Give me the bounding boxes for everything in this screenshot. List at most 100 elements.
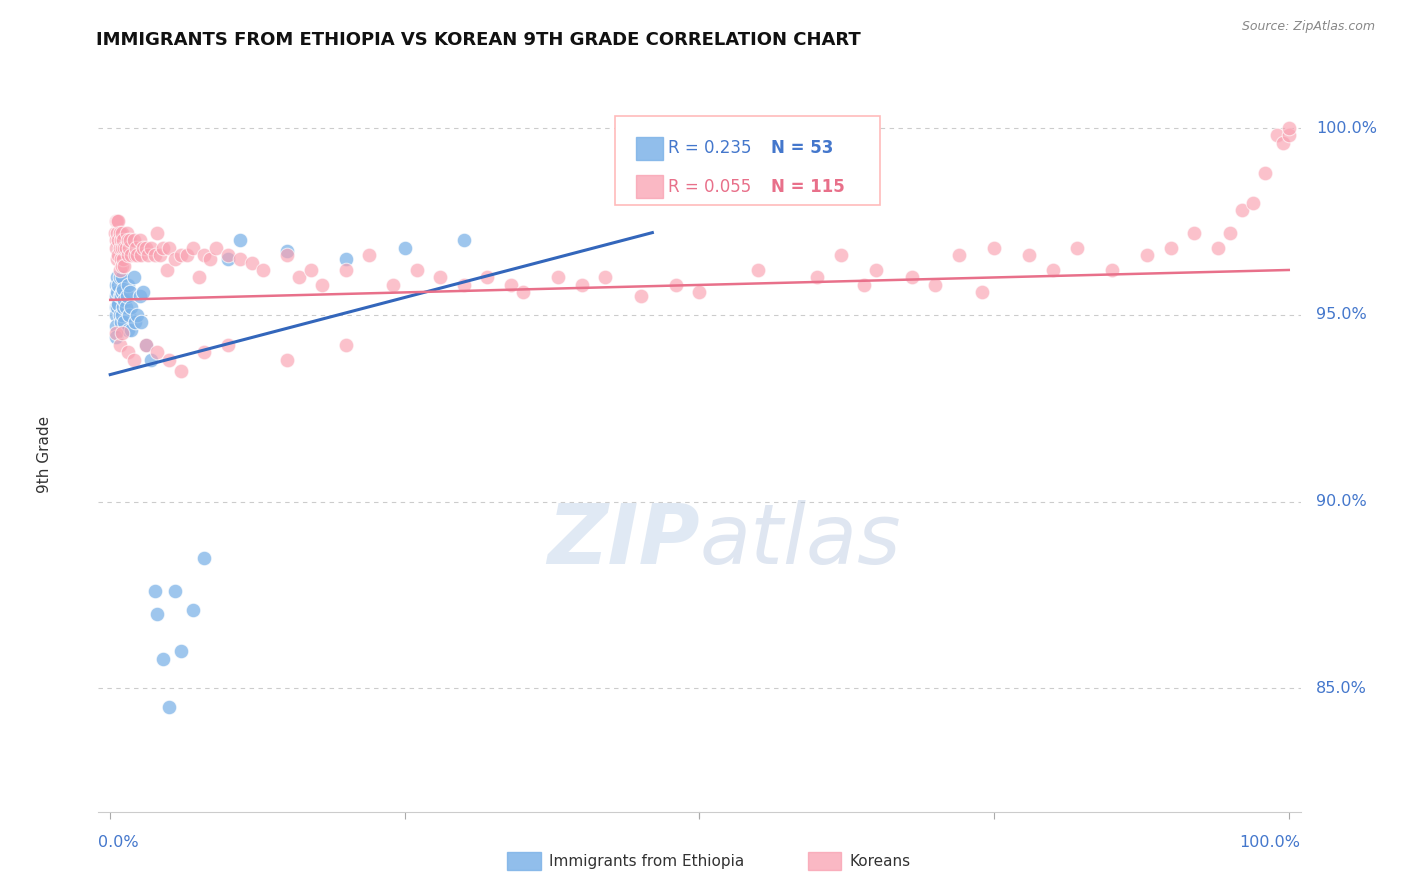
Point <box>152 241 174 255</box>
Point <box>111 241 134 255</box>
Point <box>205 241 228 255</box>
Point <box>107 277 129 292</box>
Point <box>105 326 128 341</box>
Point <box>135 337 157 351</box>
Point <box>1271 136 1294 150</box>
FancyBboxPatch shape <box>616 116 880 205</box>
Point <box>1278 128 1301 143</box>
Point <box>429 270 451 285</box>
Point <box>105 226 128 240</box>
Point <box>1206 241 1229 255</box>
Point <box>124 315 146 329</box>
Point <box>111 226 134 240</box>
Point <box>118 241 141 255</box>
Point <box>193 248 215 262</box>
Point <box>112 315 135 329</box>
Point <box>129 248 152 262</box>
Text: ZIP: ZIP <box>547 500 699 581</box>
Point <box>157 241 180 255</box>
Point <box>120 233 142 247</box>
Point <box>806 270 828 285</box>
Point <box>105 289 128 303</box>
Point <box>382 277 405 292</box>
Point <box>983 241 1005 255</box>
Point <box>132 241 155 255</box>
Point <box>112 252 135 266</box>
Point <box>163 252 186 266</box>
Bar <box>636 176 662 198</box>
Point <box>111 308 134 322</box>
Point <box>1184 226 1206 240</box>
Point <box>105 318 128 333</box>
Text: N = 115: N = 115 <box>770 178 845 196</box>
Point <box>405 263 427 277</box>
Point <box>118 308 141 322</box>
Point <box>1160 241 1182 255</box>
Point <box>1066 241 1088 255</box>
Point <box>1254 166 1277 180</box>
Point <box>141 241 163 255</box>
Point <box>181 241 204 255</box>
Point <box>111 326 134 341</box>
Point <box>122 233 145 247</box>
Point <box>1042 263 1064 277</box>
Text: 9th Grade: 9th Grade <box>37 417 52 493</box>
Point <box>108 308 131 322</box>
Point <box>853 277 876 292</box>
Point <box>127 248 149 262</box>
Point <box>477 270 499 285</box>
Point <box>115 226 138 240</box>
Text: Source: ZipAtlas.com: Source: ZipAtlas.com <box>1241 20 1375 33</box>
Text: N = 53: N = 53 <box>770 139 832 157</box>
Point <box>359 248 381 262</box>
Point <box>107 233 129 247</box>
Point <box>120 301 142 315</box>
Point <box>105 330 128 344</box>
Point <box>972 285 994 300</box>
Point <box>924 277 946 292</box>
Point <box>117 345 139 359</box>
Point <box>593 270 616 285</box>
Point <box>105 214 128 228</box>
Point <box>107 296 129 310</box>
Point <box>1278 121 1301 136</box>
Point <box>143 584 166 599</box>
Point <box>110 233 132 247</box>
Point <box>104 226 127 240</box>
Point <box>114 241 136 255</box>
Point <box>122 352 145 367</box>
Point <box>394 241 416 255</box>
Point <box>170 364 193 378</box>
Point <box>112 282 135 296</box>
Point <box>299 263 322 277</box>
Point <box>108 289 131 303</box>
Text: 0.0%: 0.0% <box>98 835 139 849</box>
Point <box>948 248 970 262</box>
Point <box>1219 226 1241 240</box>
Point <box>287 270 309 285</box>
Point <box>125 241 148 255</box>
Point <box>128 233 150 247</box>
Point <box>689 285 711 300</box>
Point <box>108 270 131 285</box>
Point <box>105 233 128 247</box>
Point <box>105 301 128 315</box>
Point <box>108 337 131 351</box>
Point <box>107 248 129 262</box>
Point <box>112 301 135 315</box>
Point <box>176 248 198 262</box>
Point <box>900 270 922 285</box>
Point <box>120 285 142 300</box>
Point <box>105 241 128 255</box>
Point <box>129 315 152 329</box>
Point <box>105 252 128 266</box>
Point <box>747 263 769 277</box>
Point <box>110 289 132 303</box>
Point <box>112 293 135 307</box>
Point <box>110 252 132 266</box>
Point <box>217 252 239 266</box>
Point <box>193 550 215 565</box>
Point <box>453 233 475 247</box>
Point <box>252 263 274 277</box>
Point <box>108 263 131 277</box>
